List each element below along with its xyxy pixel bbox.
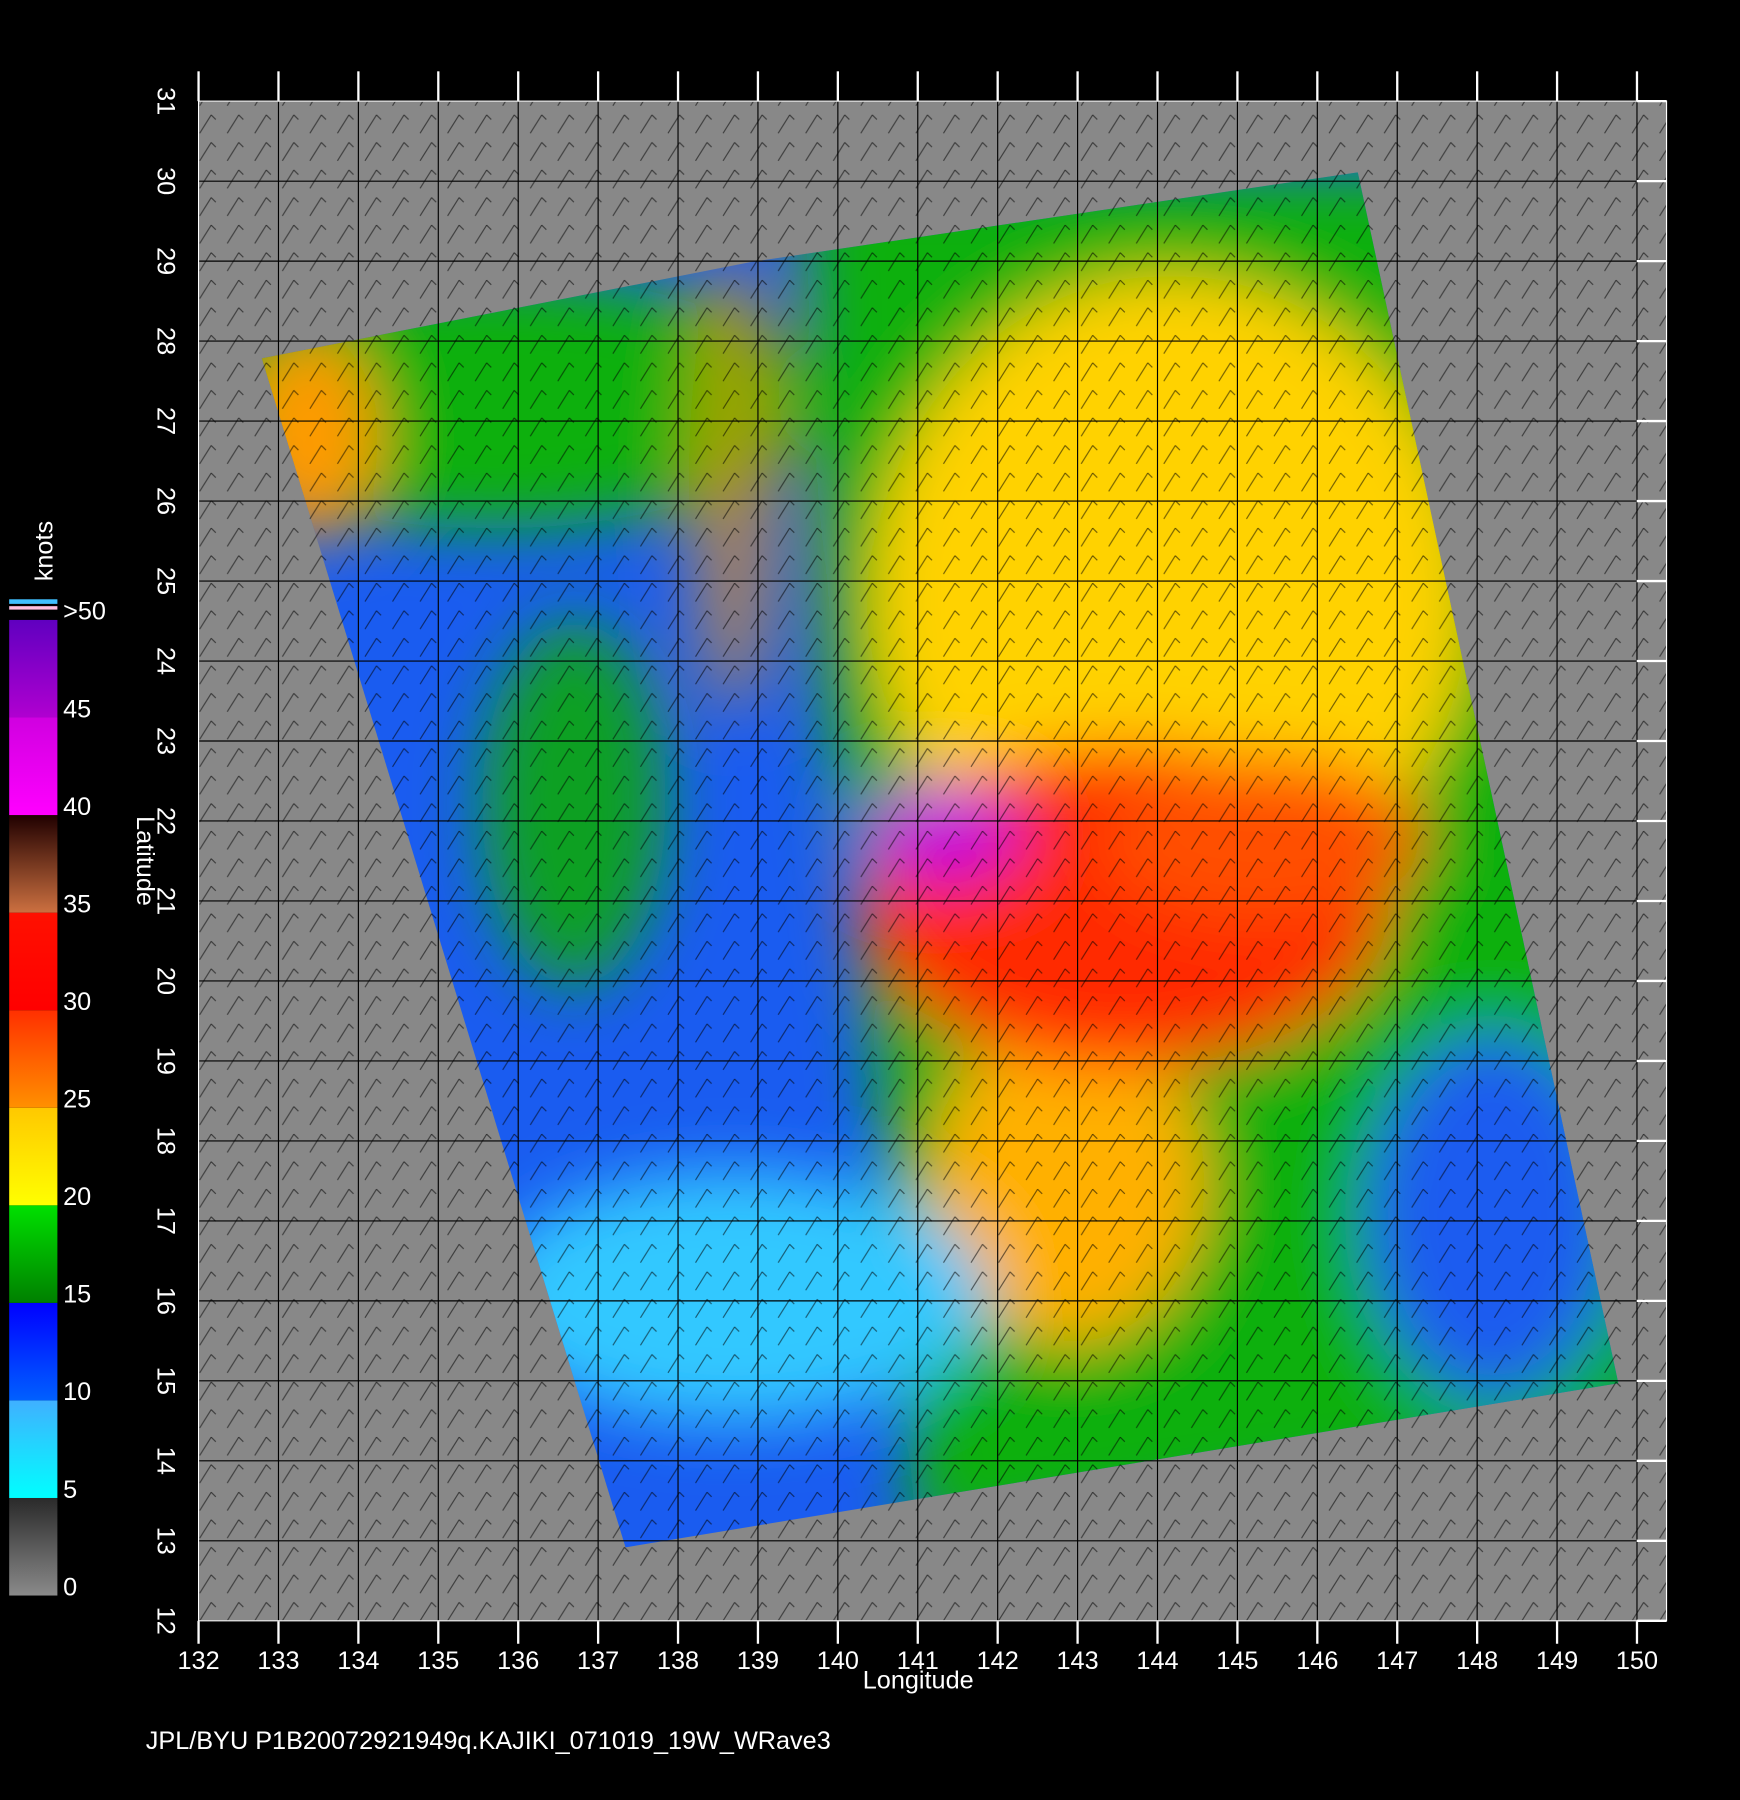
y-tick-label: 30 — [151, 167, 179, 195]
x-tick-label: 140 — [817, 1647, 859, 1675]
x-tick-label: 136 — [497, 1647, 539, 1675]
y-tick-label: 27 — [151, 407, 179, 435]
figure-title: JPL/BYU P1B20072921949q.KAJIKI_071019_19… — [146, 1727, 831, 1755]
y-tick-label: 21 — [151, 887, 179, 915]
x-tick-label: 143 — [1057, 1647, 1099, 1675]
colorbar-segment — [9, 1205, 58, 1303]
plot-frame — [197, 100, 1668, 1622]
x-tick-label: 134 — [337, 1647, 379, 1675]
x-axis-label: Longitude — [863, 1666, 974, 1694]
y-tick-label: 15 — [151, 1367, 179, 1395]
colorbar-top-stripe — [9, 599, 58, 604]
colorbar-tick-label: 35 — [63, 890, 91, 918]
y-tick-label: 20 — [151, 967, 179, 995]
x-tick-label: 145 — [1216, 1647, 1258, 1675]
y-tick-label: 19 — [151, 1047, 179, 1075]
y-tick-label: 28 — [151, 327, 179, 355]
y-tick-label: 22 — [151, 807, 179, 835]
x-tick-label: 142 — [977, 1647, 1019, 1675]
colorbar-tick-label: 5 — [63, 1476, 77, 1504]
y-tick-label: 26 — [151, 487, 179, 515]
y-axis-label: Latitude — [131, 816, 159, 906]
y-tick-label: 25 — [151, 567, 179, 595]
colorbar-label: knots — [31, 521, 59, 581]
colorbar-segment — [9, 912, 58, 1011]
x-tick-label: 146 — [1296, 1647, 1338, 1675]
colorbar-tick-label: 45 — [63, 695, 91, 723]
x-tick-label: 135 — [417, 1647, 459, 1675]
colorbar-tick-label: 40 — [63, 793, 91, 821]
x-tick-label: 132 — [177, 1647, 219, 1675]
y-tick-label: 12 — [151, 1607, 179, 1635]
x-tick-label: 148 — [1456, 1647, 1498, 1675]
x-tick-label: 141 — [897, 1647, 939, 1675]
colorbar-segment — [9, 619, 58, 718]
y-tick-label: 23 — [151, 727, 179, 755]
colorbar-segment — [9, 1497, 58, 1596]
x-tick-label: 150 — [1616, 1647, 1658, 1675]
x-tick-label: 147 — [1376, 1647, 1418, 1675]
colorbar-tick-label: 30 — [63, 988, 91, 1016]
x-tick-label: 139 — [737, 1647, 779, 1675]
y-tick-label: 24 — [151, 647, 179, 675]
colorbar-segment — [9, 1400, 58, 1498]
y-tick-label: 14 — [151, 1447, 179, 1475]
colorbar-segment — [9, 717, 58, 816]
colorbar-segment — [9, 815, 58, 913]
x-tick-label: 138 — [657, 1647, 699, 1675]
x-tick-label: 149 — [1536, 1647, 1578, 1675]
colorbar-top-stripe — [9, 606, 58, 610]
colorbar-segment — [9, 1107, 58, 1206]
y-tick-label: 17 — [151, 1207, 179, 1235]
y-tick-label: 16 — [151, 1287, 179, 1315]
y-tick-label: 29 — [151, 247, 179, 275]
colorbar-tick-label: 10 — [63, 1378, 91, 1406]
colorbar-tick-label: 20 — [63, 1183, 91, 1211]
colorbar-tick-label: 15 — [63, 1281, 91, 1309]
y-tick-label: 31 — [151, 87, 179, 115]
x-tick-label: 133 — [257, 1647, 299, 1675]
colorbar-tick-label: 25 — [63, 1086, 91, 1114]
y-tick-label: 13 — [151, 1527, 179, 1555]
x-tick-label: 144 — [1136, 1647, 1178, 1675]
colorbar-tick-label: 0 — [63, 1573, 77, 1601]
colorbar-segment — [9, 1010, 58, 1108]
colorbar-segment — [9, 1302, 58, 1401]
x-tick-label: 137 — [577, 1647, 619, 1675]
colorbar-tick-label: >50 — [63, 598, 106, 626]
y-tick-label: 18 — [151, 1127, 179, 1155]
wind-barbs — [198, 101, 1667, 1621]
